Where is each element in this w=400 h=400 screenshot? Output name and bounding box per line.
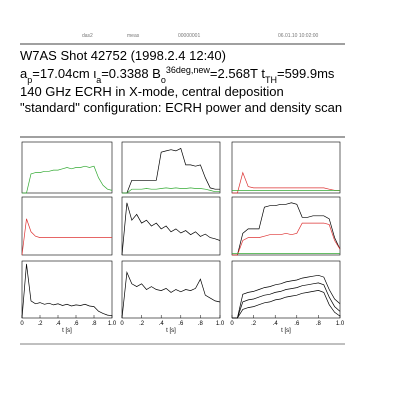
x-tick-label: 1.0 <box>336 321 345 327</box>
x-tick-label: .6 <box>294 321 300 327</box>
panel-frame <box>231 141 341 194</box>
parameter-text: 36deg,new <box>166 65 211 75</box>
x-axis-label: t [s] <box>166 328 176 334</box>
parameter-text: a <box>96 75 101 85</box>
x-tick-label: .6 <box>73 321 79 327</box>
x-tick-label: .8 <box>316 321 322 327</box>
x-tick-label: .2 <box>37 321 43 327</box>
x-tick-label: .6 <box>178 321 184 327</box>
header-label: 00000001 <box>178 33 200 39</box>
panel-frame <box>121 260 221 319</box>
x-tick-label: 1.0 <box>108 321 117 327</box>
parameter-text: a <box>20 66 28 81</box>
data-line <box>232 222 341 256</box>
panel-frame <box>121 141 221 194</box>
data-line <box>122 187 220 194</box>
data-line <box>232 274 341 319</box>
x-tick-label: .8 <box>91 321 97 327</box>
title: W7AS Shot 42752 (1998.2.4 12:40) <box>20 48 226 63</box>
parameters: ap=17.04cm ιa=0.3388 Bo36deg,new=2.568T … <box>20 65 335 85</box>
parameter-text: TH <box>265 75 277 85</box>
x-axis-label: t [s] <box>62 328 72 334</box>
x-tick-label: .4 <box>273 321 279 327</box>
panel-frame <box>21 260 113 319</box>
data-line <box>121 202 221 256</box>
x-axis-label: t [s] <box>281 328 291 334</box>
parameter-text: =599.9ms <box>277 66 335 81</box>
x-tick-label: .8 <box>198 321 204 327</box>
x-tick-label: 0 <box>120 321 124 327</box>
x-tick-label: .2 <box>251 321 257 327</box>
header-label: meas <box>127 33 140 39</box>
data-line <box>122 147 220 194</box>
parameter-text: =2.568T t <box>210 66 265 81</box>
parameter-text: p <box>27 75 32 85</box>
panel-frame <box>21 141 113 194</box>
data-line <box>21 218 112 256</box>
x-tick-label: .2 <box>139 321 145 327</box>
data-line <box>232 171 340 194</box>
subtitle: "standard" configuration: ECRH power and… <box>20 100 342 115</box>
subtitle: 140 GHz ECRH in X-mode, central depositi… <box>20 84 284 99</box>
panel-frame <box>21 196 113 256</box>
data-line <box>232 290 341 319</box>
panel-frame <box>231 260 341 319</box>
x-tick-label: 0 <box>20 321 24 327</box>
parameter-text: =17.04cm ι <box>32 66 96 81</box>
data-line <box>21 263 113 319</box>
parameter-text: o <box>161 75 166 85</box>
panel-frame <box>121 196 221 256</box>
header-label: das2 <box>82 33 93 39</box>
data-line <box>121 271 221 319</box>
data-line <box>22 165 113 194</box>
header-label: 06.01.10 10:02:00 <box>278 33 319 39</box>
x-tick-label: .4 <box>55 321 61 327</box>
x-tick-label: 1.0 <box>216 321 225 327</box>
data-line <box>232 202 341 256</box>
panel-frame <box>231 196 341 256</box>
x-tick-label: .4 <box>159 321 165 327</box>
parameter-text: =0.3388 B <box>101 66 161 81</box>
data-line <box>232 282 341 319</box>
x-tick-label: 0 <box>230 321 234 327</box>
